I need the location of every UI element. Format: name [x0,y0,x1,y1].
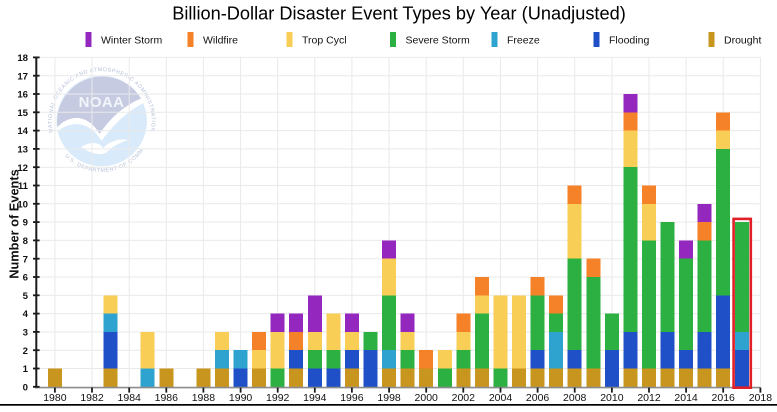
svg-text:14: 14 [17,126,28,137]
svg-text:2012: 2012 [637,392,661,404]
svg-text:13: 13 [17,145,28,156]
svg-text:2004: 2004 [489,392,513,404]
svg-text:16: 16 [17,90,28,101]
svg-text:Drought: Drought [724,35,761,47]
svg-text:2006: 2006 [526,392,550,404]
svg-text:15: 15 [17,108,28,119]
svg-text:Number of Events: Number of Events [6,169,21,279]
svg-text:2010: 2010 [600,392,624,404]
svg-text:18: 18 [17,53,28,64]
svg-text:11: 11 [18,181,29,192]
svg-text:2016: 2016 [712,392,736,404]
svg-text:NOAA: NOAA [79,94,125,111]
svg-text:1998: 1998 [377,392,401,404]
svg-text:1992: 1992 [266,392,290,404]
svg-text:2000: 2000 [415,392,439,404]
svg-text:2002: 2002 [452,392,476,404]
svg-text:1986: 1986 [155,392,179,404]
svg-text:1980: 1980 [43,392,67,404]
svg-text:8: 8 [23,236,29,247]
svg-text:1996: 1996 [340,392,364,404]
svg-text:1: 1 [23,364,29,375]
svg-text:Severe Storm: Severe Storm [406,35,470,47]
svg-text:1982: 1982 [80,392,104,404]
svg-text:4: 4 [23,309,29,320]
svg-text:0: 0 [23,382,28,393]
svg-text:Trop Cycl: Trop Cycl [302,35,347,47]
svg-text:Wildfire: Wildfire [203,35,238,47]
svg-text:7: 7 [23,254,28,265]
svg-text:1984: 1984 [118,392,142,404]
svg-text:9: 9 [23,218,28,229]
svg-text:10: 10 [17,199,28,210]
svg-text:17: 17 [17,71,28,82]
svg-text:1990: 1990 [229,392,253,404]
svg-text:Billion-Dollar Disaster Event: Billion-Dollar Disaster Event Types by Y… [172,3,626,23]
svg-text:2018: 2018 [749,392,773,404]
svg-text:2008: 2008 [563,392,587,404]
svg-text:Winter Storm: Winter Storm [101,35,163,47]
svg-text:12: 12 [17,163,28,174]
svg-text:1988: 1988 [192,392,216,404]
svg-text:3: 3 [23,328,28,339]
svg-text:6: 6 [23,273,28,284]
svg-text:2: 2 [23,346,28,357]
svg-text:1994: 1994 [303,392,327,404]
svg-text:5: 5 [23,291,29,302]
svg-text:2014: 2014 [674,392,698,404]
svg-text:Freeze: Freeze [507,35,540,47]
svg-text:Flooding: Flooding [609,35,649,47]
